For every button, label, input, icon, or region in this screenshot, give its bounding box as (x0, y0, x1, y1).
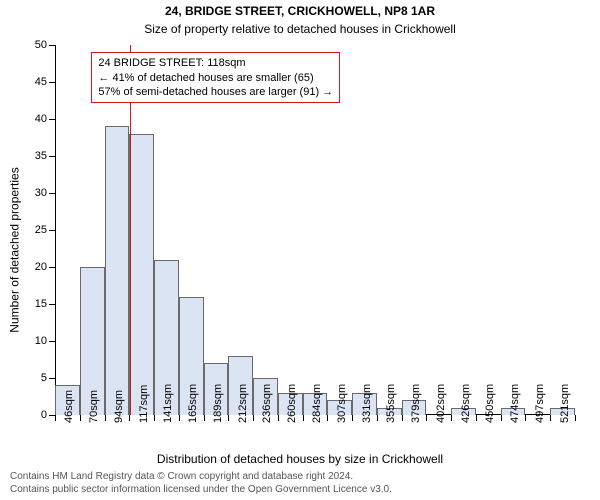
x-tick (402, 415, 403, 421)
x-tick (451, 415, 452, 421)
x-tick (204, 415, 205, 421)
x-tick (426, 415, 427, 421)
y-tick (49, 230, 55, 231)
y-tick-label: 0 (41, 409, 47, 421)
x-tick (501, 415, 502, 421)
x-tick-label: 141sqm (162, 384, 174, 423)
y-tick-label: 20 (35, 261, 47, 273)
annotation-line: 24 BRIDGE STREET: 118sqm (98, 56, 333, 70)
x-tick-label: 497sqm (534, 384, 546, 423)
x-axis-label: Distribution of detached houses by size … (0, 452, 600, 466)
y-tick (49, 82, 55, 83)
y-tick-label: 25 (35, 224, 47, 236)
chart-title-line1: 24, BRIDGE STREET, CRICKHOWELL, NP8 1AR (0, 4, 600, 18)
x-tick-label: 355sqm (385, 384, 397, 423)
y-tick (49, 193, 55, 194)
chart-footer: Contains HM Land Registry data © Crown c… (10, 471, 590, 496)
x-tick (129, 415, 130, 421)
x-tick (80, 415, 81, 421)
x-tick-label: 212sqm (237, 384, 249, 423)
histogram-bar (105, 126, 130, 415)
x-tick (154, 415, 155, 421)
x-tick-label: 379sqm (410, 384, 422, 423)
x-tick (55, 415, 56, 421)
x-tick-label: 260sqm (286, 384, 298, 423)
y-tick (49, 341, 55, 342)
annotation-line: 57% of semi-detached houses are larger (… (98, 85, 333, 99)
x-tick-label: 474sqm (509, 384, 521, 423)
x-tick-label: 426sqm (460, 384, 472, 423)
y-axis-line (55, 45, 56, 415)
x-tick-label: 284sqm (311, 384, 323, 423)
x-tick-label: 521sqm (559, 384, 571, 423)
y-tick (49, 119, 55, 120)
x-tick (228, 415, 229, 421)
x-tick (278, 415, 279, 421)
plot-area: 0510152025303540455046sqm70sqm94sqm117sq… (55, 45, 575, 415)
y-tick (49, 267, 55, 268)
x-tick (352, 415, 353, 421)
x-tick-label: 189sqm (212, 384, 224, 423)
y-axis-label-container: Number of detached properties (6, 0, 24, 500)
x-tick (253, 415, 254, 421)
x-tick-label: 236sqm (261, 384, 273, 423)
y-tick-label: 40 (35, 113, 47, 125)
chart-title-line2: Size of property relative to detached ho… (0, 22, 600, 36)
y-tick-label: 10 (35, 335, 47, 347)
y-tick-label: 50 (35, 39, 47, 51)
x-tick-label: 331sqm (361, 384, 373, 423)
y-tick-label: 35 (35, 150, 47, 162)
x-tick (179, 415, 180, 421)
x-tick-label: 450sqm (484, 384, 496, 423)
footer-line: Contains HM Land Registry data © Crown c… (10, 471, 590, 484)
annotation-line: ← 41% of detached houses are smaller (65… (98, 71, 333, 85)
x-tick-label: 165sqm (187, 384, 199, 423)
y-tick (49, 304, 55, 305)
x-tick (575, 415, 576, 421)
y-tick (49, 378, 55, 379)
annotation-box: 24 BRIDGE STREET: 118sqm← 41% of detache… (91, 52, 340, 103)
x-tick-label: 117sqm (138, 385, 150, 423)
x-tick (550, 415, 551, 421)
x-tick (525, 415, 526, 421)
y-tick-label: 45 (35, 76, 47, 88)
x-tick (377, 415, 378, 421)
x-tick (476, 415, 477, 421)
y-tick (49, 45, 55, 46)
y-tick-label: 15 (35, 298, 47, 310)
footer-line: Contains public sector information licen… (10, 484, 590, 497)
property-size-chart: 24, BRIDGE STREET, CRICKHOWELL, NP8 1AR … (0, 0, 600, 500)
x-tick (327, 415, 328, 421)
x-tick-label: 402sqm (435, 384, 447, 423)
x-tick (105, 415, 106, 421)
x-tick (303, 415, 304, 421)
y-tick-label: 5 (41, 372, 47, 384)
y-tick-label: 30 (35, 187, 47, 199)
x-tick-label: 307sqm (336, 384, 348, 423)
x-tick-label: 94sqm (113, 390, 125, 423)
y-tick (49, 156, 55, 157)
y-axis-label: Number of detached properties (8, 167, 22, 332)
histogram-bar (129, 134, 154, 415)
x-tick-label: 70sqm (88, 390, 100, 423)
x-tick-label: 46sqm (63, 390, 75, 423)
